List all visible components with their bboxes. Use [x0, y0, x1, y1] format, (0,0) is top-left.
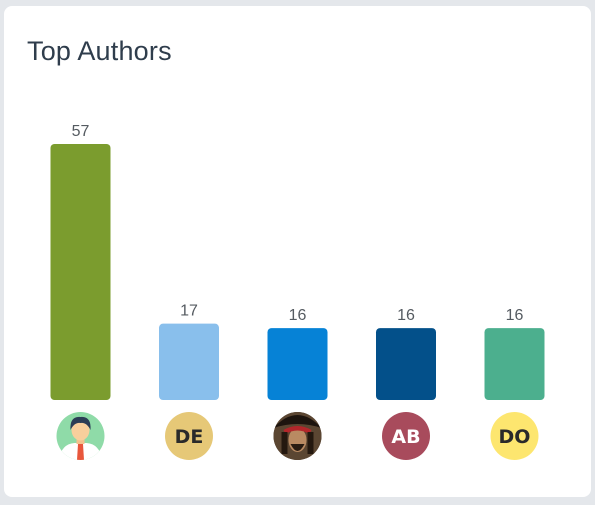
avatar-initials: DO [499, 426, 531, 448]
bar-5[interactable] [484, 328, 545, 400]
bar-value-label-3: 16 [289, 307, 307, 324]
top-authors-card: Top Authors 57 17 DE 16 16 AB 16 DO [4, 6, 591, 497]
bar-value-label-2: 17 [180, 303, 198, 320]
bar-3[interactable] [267, 328, 328, 400]
author-avatar-1[interactable] [56, 412, 105, 463]
bar-value-label-4: 16 [397, 307, 415, 324]
author-avatar-2[interactable]: DE [165, 412, 213, 460]
top-authors-bar-chart: 57 17 DE 16 16 AB 16 DO [50, 123, 545, 463]
profile-photo-icon [273, 412, 322, 460]
bar-value-label-5: 16 [506, 307, 524, 324]
bar-2[interactable] [159, 323, 219, 400]
author-avatar-4[interactable]: AB [382, 412, 430, 460]
author-avatar-5[interactable]: DO [490, 412, 539, 460]
avatar-initials: DE [175, 426, 204, 448]
bar-value-label-1: 57 [72, 123, 90, 140]
card-title: Top Authors [27, 36, 172, 66]
person-icon [58, 416, 103, 460]
bar-1[interactable] [50, 144, 111, 400]
bar-4[interactable] [376, 328, 436, 400]
avatar-initials: AB [391, 426, 420, 448]
author-avatar-3[interactable] [273, 412, 322, 460]
